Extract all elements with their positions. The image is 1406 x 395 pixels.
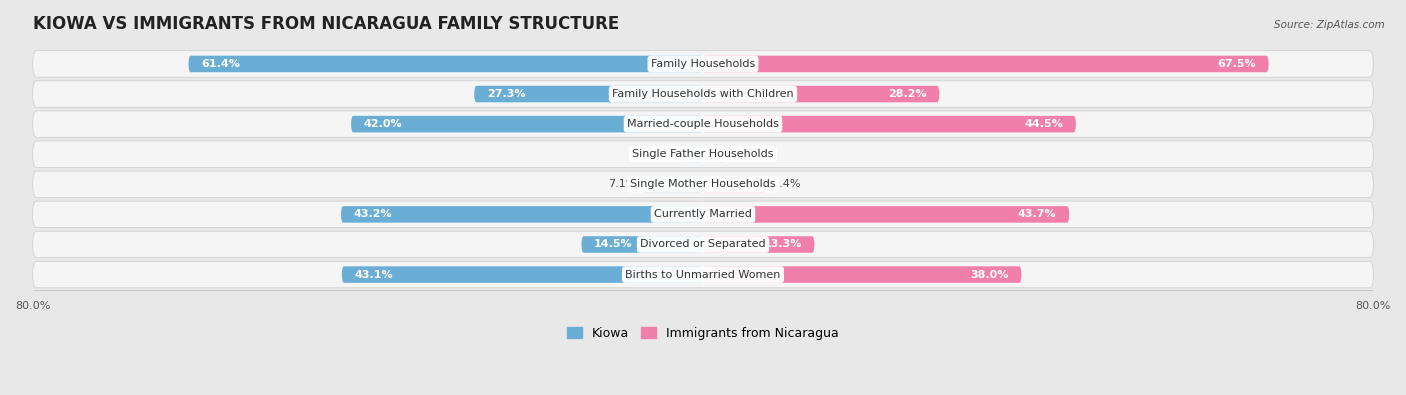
Text: 14.5%: 14.5% <box>595 239 633 250</box>
FancyBboxPatch shape <box>352 116 703 132</box>
FancyBboxPatch shape <box>582 236 703 253</box>
Text: 2.7%: 2.7% <box>733 149 761 159</box>
FancyBboxPatch shape <box>32 231 1374 258</box>
Text: Births to Unmarried Women: Births to Unmarried Women <box>626 269 780 280</box>
Legend: Kiowa, Immigrants from Nicaragua: Kiowa, Immigrants from Nicaragua <box>562 322 844 345</box>
Text: Source: ZipAtlas.com: Source: ZipAtlas.com <box>1274 20 1385 30</box>
Text: 13.3%: 13.3% <box>763 239 801 250</box>
FancyBboxPatch shape <box>32 51 1374 77</box>
Text: KIOWA VS IMMIGRANTS FROM NICARAGUA FAMILY STRUCTURE: KIOWA VS IMMIGRANTS FROM NICARAGUA FAMIL… <box>32 15 619 33</box>
Text: 43.1%: 43.1% <box>354 269 394 280</box>
Text: 43.7%: 43.7% <box>1018 209 1056 219</box>
FancyBboxPatch shape <box>703 176 765 193</box>
Text: 61.4%: 61.4% <box>201 59 240 69</box>
FancyBboxPatch shape <box>644 176 703 193</box>
FancyBboxPatch shape <box>32 201 1374 228</box>
FancyBboxPatch shape <box>342 266 703 283</box>
FancyBboxPatch shape <box>188 56 703 72</box>
Text: Divorced or Separated: Divorced or Separated <box>640 239 766 250</box>
Text: 42.0%: 42.0% <box>364 119 402 129</box>
Text: 44.5%: 44.5% <box>1025 119 1063 129</box>
Text: Family Households: Family Households <box>651 59 755 69</box>
Text: 67.5%: 67.5% <box>1218 59 1256 69</box>
Text: 38.0%: 38.0% <box>970 269 1010 280</box>
FancyBboxPatch shape <box>703 236 814 253</box>
FancyBboxPatch shape <box>679 146 703 162</box>
Text: Family Households with Children: Family Households with Children <box>612 89 794 99</box>
FancyBboxPatch shape <box>474 86 703 102</box>
Text: 7.1%: 7.1% <box>609 179 637 189</box>
FancyBboxPatch shape <box>32 111 1374 137</box>
FancyBboxPatch shape <box>32 81 1374 107</box>
Text: 28.2%: 28.2% <box>889 89 927 99</box>
Text: 7.4%: 7.4% <box>772 179 800 189</box>
FancyBboxPatch shape <box>32 261 1374 288</box>
FancyBboxPatch shape <box>32 141 1374 167</box>
Text: 27.3%: 27.3% <box>486 89 526 99</box>
FancyBboxPatch shape <box>342 206 703 223</box>
Text: 43.2%: 43.2% <box>353 209 392 219</box>
Text: Single Father Households: Single Father Households <box>633 149 773 159</box>
FancyBboxPatch shape <box>703 266 1021 283</box>
FancyBboxPatch shape <box>703 56 1268 72</box>
FancyBboxPatch shape <box>703 146 725 162</box>
Text: Single Mother Households: Single Mother Households <box>630 179 776 189</box>
Text: Married-couple Households: Married-couple Households <box>627 119 779 129</box>
FancyBboxPatch shape <box>32 171 1374 198</box>
FancyBboxPatch shape <box>703 86 939 102</box>
Text: Currently Married: Currently Married <box>654 209 752 219</box>
Text: 2.8%: 2.8% <box>644 149 673 159</box>
FancyBboxPatch shape <box>703 206 1069 223</box>
FancyBboxPatch shape <box>703 116 1076 132</box>
